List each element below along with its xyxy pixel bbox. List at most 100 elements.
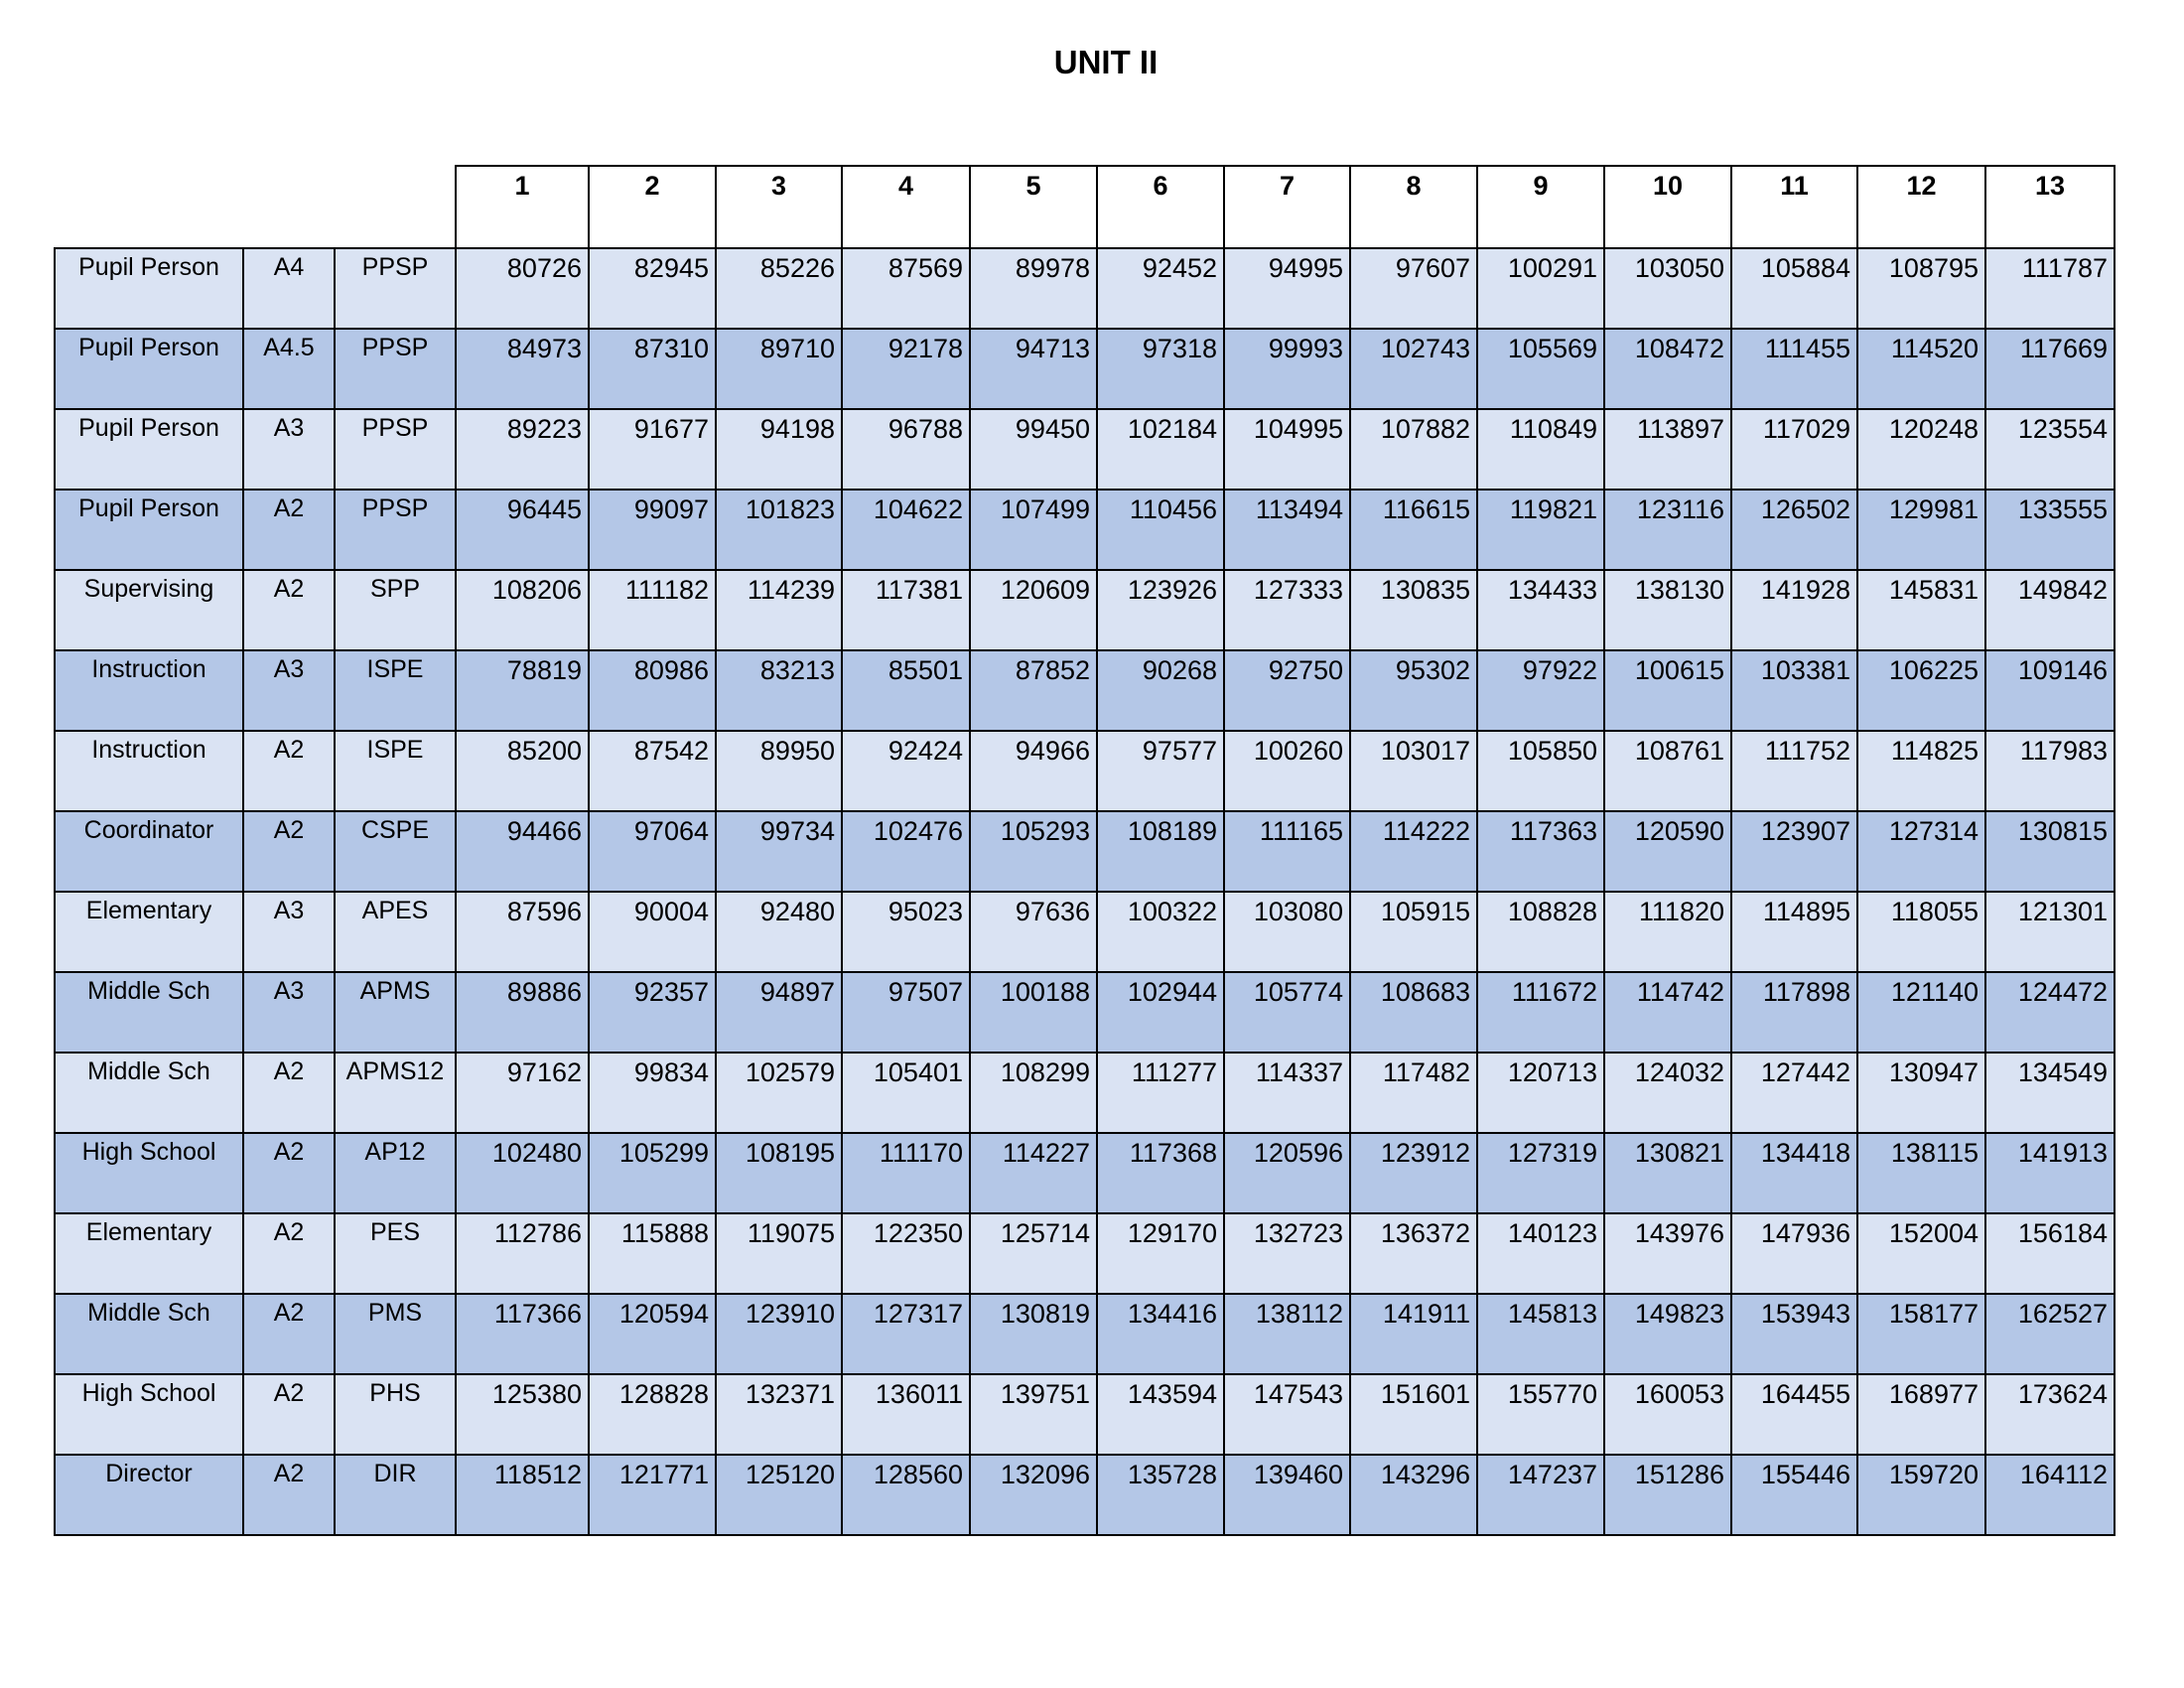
salary-cell: 94198 xyxy=(715,408,843,491)
salary-cell: 103080 xyxy=(1223,891,1351,973)
step-header: 11 xyxy=(1730,165,1858,249)
salary-cell: 112786 xyxy=(455,1212,590,1295)
position-cell: Middle Sch xyxy=(54,1052,244,1134)
salary-cell: 102944 xyxy=(1096,971,1225,1054)
salary-cell: 125120 xyxy=(715,1454,843,1536)
salary-cell: 156184 xyxy=(1984,1212,2116,1295)
salary-cell: 114227 xyxy=(969,1132,1098,1214)
level-cell: A3 xyxy=(242,891,336,973)
salary-cell: 116615 xyxy=(1349,489,1478,571)
salary-cell: 111170 xyxy=(841,1132,971,1214)
code-cell: AP12 xyxy=(334,1132,457,1214)
position-cell: Instruction xyxy=(54,730,244,812)
salary-cell: 136011 xyxy=(841,1373,971,1456)
salary-cell: 125714 xyxy=(969,1212,1098,1295)
position-cell: Instruction xyxy=(54,649,244,732)
salary-cell: 127333 xyxy=(1223,569,1351,651)
salary-cell: 108189 xyxy=(1096,810,1225,893)
code-cell: APMS xyxy=(334,971,457,1054)
salary-cell: 89223 xyxy=(455,408,590,491)
step-header: 9 xyxy=(1476,165,1605,249)
salary-cell: 117368 xyxy=(1096,1132,1225,1214)
position-cell: Middle Sch xyxy=(54,1293,244,1375)
table-row: Instruction A2 ISPE 85200 87542 89950 92424 949… xyxy=(54,730,2116,812)
salary-cell: 97607 xyxy=(1349,247,1478,330)
salary-cell: 87596 xyxy=(455,891,590,973)
salary-cell: 124032 xyxy=(1603,1052,1732,1134)
salary-cell: 123926 xyxy=(1096,569,1225,651)
salary-cell: 99834 xyxy=(588,1052,717,1134)
page-title: UNIT II xyxy=(1053,44,1159,80)
level-cell: A2 xyxy=(242,1454,336,1536)
level-cell: A2 xyxy=(242,810,336,893)
salary-cell: 105850 xyxy=(1476,730,1605,812)
level-cell: A2 xyxy=(242,1293,336,1375)
salary-cell: 138115 xyxy=(1856,1132,1986,1214)
level-cell: A2 xyxy=(242,1212,336,1295)
salary-cell: 114895 xyxy=(1730,891,1858,973)
salary-cell: 134418 xyxy=(1730,1132,1858,1214)
salary-cell: 143594 xyxy=(1096,1373,1225,1456)
table-row: Middle Sch A2 PMS 117366 120594 123910 127317 1… xyxy=(54,1293,2116,1375)
step-header: 1 xyxy=(455,165,590,249)
code-cell: PMS xyxy=(334,1293,457,1375)
salary-cell: 108795 xyxy=(1856,247,1986,330)
level-cell: A2 xyxy=(242,730,336,812)
salary-cell: 102579 xyxy=(715,1052,843,1134)
salary-cell: 104995 xyxy=(1223,408,1351,491)
salary-cell: 149823 xyxy=(1603,1293,1732,1375)
salary-cell: 145813 xyxy=(1476,1293,1605,1375)
level-cell: A2 xyxy=(242,1373,336,1456)
table-row: Pupil Person A4.5 PPSP 84973 87310 89710 92178… xyxy=(54,328,2116,410)
salary-cell: 123907 xyxy=(1730,810,1858,893)
step-header: 2 xyxy=(588,165,717,249)
salary-cell: 147936 xyxy=(1730,1212,1858,1295)
salary-cell: 94966 xyxy=(969,730,1098,812)
salary-cell: 105401 xyxy=(841,1052,971,1134)
salary-cell: 123912 xyxy=(1349,1132,1478,1214)
salary-cell: 147543 xyxy=(1223,1373,1351,1456)
table-row: Elementary A2 PES 112786 115888 119075 122350 1… xyxy=(54,1212,2116,1295)
salary-cell: 92480 xyxy=(715,891,843,973)
salary-cell: 105299 xyxy=(588,1132,717,1214)
table-row: Pupil Person A3 PPSP 89223 91677 94198 96788 99… xyxy=(54,408,2116,491)
blank-cell xyxy=(55,166,243,248)
position-cell: Pupil Person xyxy=(54,328,244,410)
salary-cell: 84973 xyxy=(455,328,590,410)
salary-cell: 105774 xyxy=(1223,971,1351,1054)
salary-cell: 132371 xyxy=(715,1373,843,1456)
position-cell: Elementary xyxy=(54,1212,244,1295)
step-header: 3 xyxy=(715,165,843,249)
salary-cell: 92452 xyxy=(1096,247,1225,330)
salary-cell: 130821 xyxy=(1603,1132,1732,1214)
level-cell: A4 xyxy=(242,247,336,330)
salary-cell: 109146 xyxy=(1984,649,2116,732)
salary-cell: 103381 xyxy=(1730,649,1858,732)
code-cell: PPSP xyxy=(334,247,457,330)
step-header: 10 xyxy=(1603,165,1732,249)
position-cell: High School xyxy=(54,1132,244,1214)
salary-cell: 118512 xyxy=(455,1454,590,1536)
salary-cell: 115888 xyxy=(588,1212,717,1295)
step-header: 8 xyxy=(1349,165,1478,249)
position-cell: Elementary xyxy=(54,891,244,973)
salary-cell: 111165 xyxy=(1223,810,1351,893)
salary-cell: 102480 xyxy=(455,1132,590,1214)
salary-cell: 155770 xyxy=(1476,1373,1605,1456)
code-cell: ISPE xyxy=(334,649,457,732)
salary-cell: 102476 xyxy=(841,810,971,893)
salary-cell: 108761 xyxy=(1603,730,1732,812)
salary-cell: 119821 xyxy=(1476,489,1605,571)
salary-cell: 87542 xyxy=(588,730,717,812)
position-cell: Middle Sch xyxy=(54,971,244,1054)
salary-cell: 124472 xyxy=(1984,971,2116,1054)
table-row: Instruction A3 ISPE 78819 80986 83213 85501 878… xyxy=(54,649,2116,732)
table-row: Middle Sch A3 APMS 89886 92357 94897 97507 1001… xyxy=(54,971,2116,1054)
salary-cell: 107499 xyxy=(969,489,1098,571)
salary-cell: 117482 xyxy=(1349,1052,1478,1134)
salary-cell: 102743 xyxy=(1349,328,1478,410)
salary-cell: 99450 xyxy=(969,408,1098,491)
salary-cell: 126502 xyxy=(1730,489,1858,571)
code-cell: DIR xyxy=(334,1454,457,1536)
table-row: Pupil Person A4 PPSP 80726 82945 85226 87569 89… xyxy=(54,247,2116,330)
